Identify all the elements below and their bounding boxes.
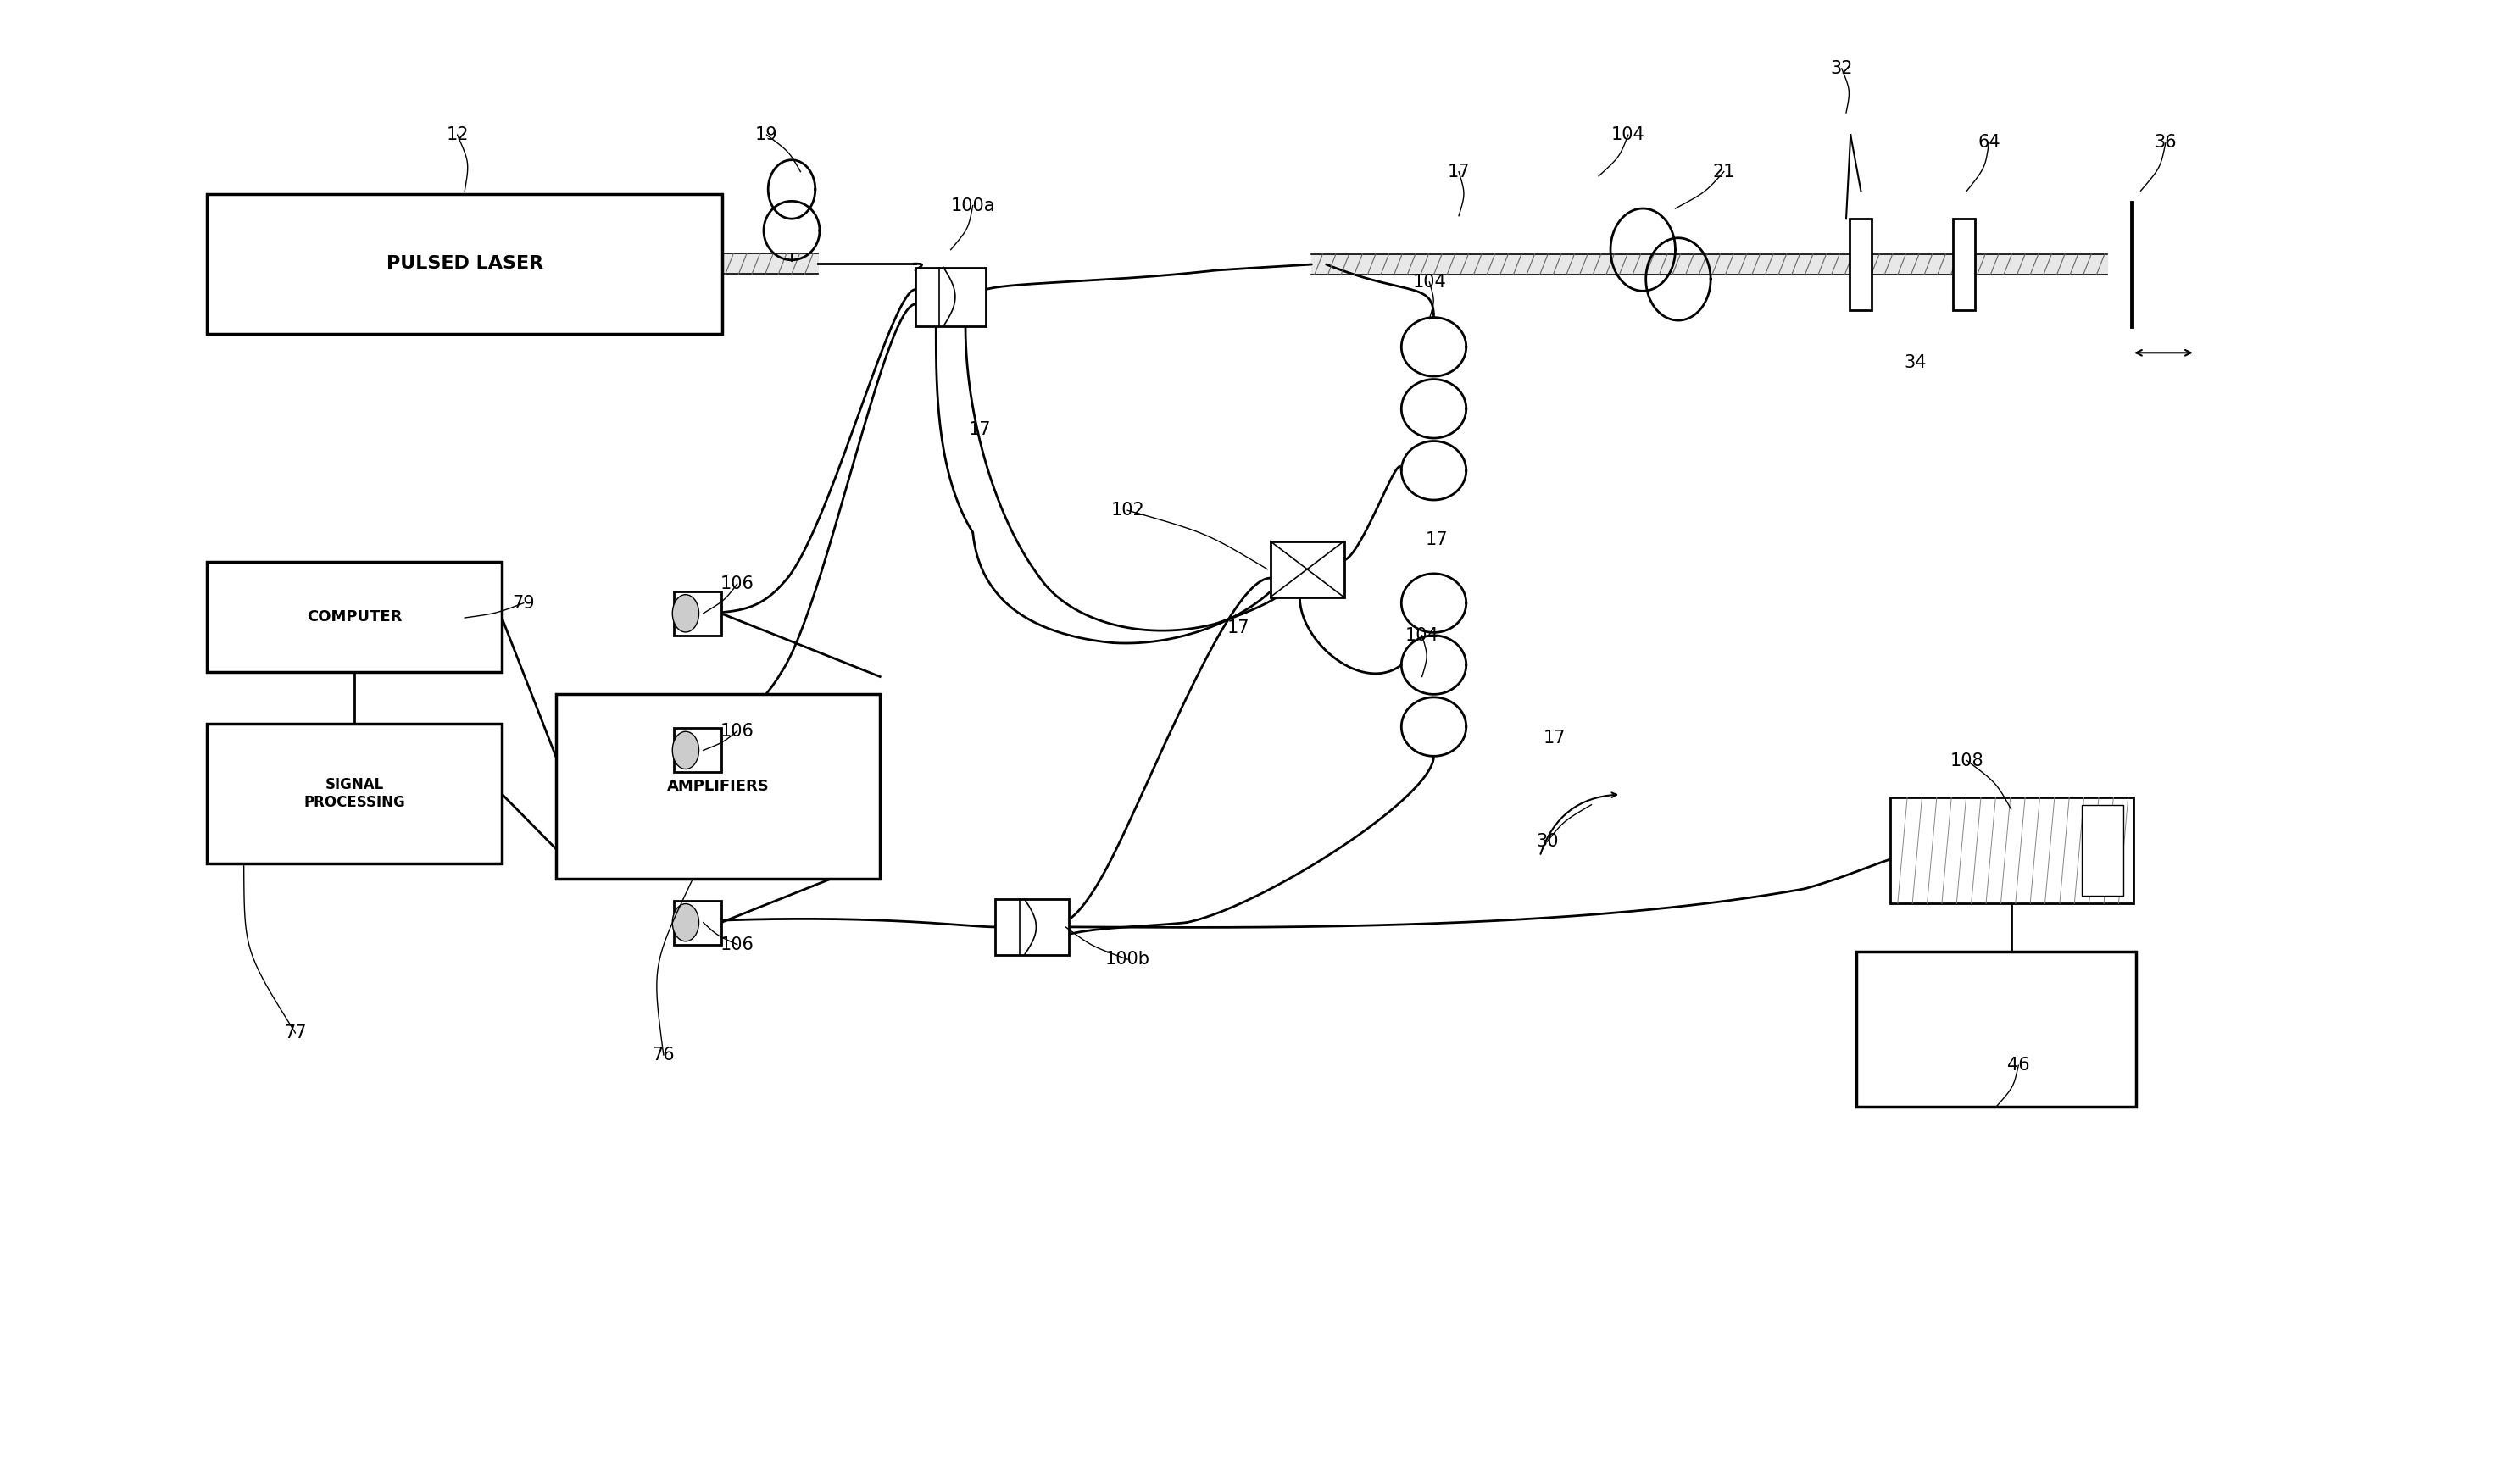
Bar xyxy=(673,728,721,772)
Bar xyxy=(207,561,501,672)
Text: 76: 76 xyxy=(653,1047,675,1063)
Text: 64: 64 xyxy=(1978,134,2001,151)
Bar xyxy=(2082,805,2122,897)
Text: COMPUTER: COMPUTER xyxy=(307,610,401,625)
Text: 108: 108 xyxy=(1950,752,1983,770)
Bar xyxy=(673,591,721,635)
Text: 17: 17 xyxy=(1426,532,1449,548)
Text: 21: 21 xyxy=(1714,162,1736,180)
Text: PULSED LASER: PULSED LASER xyxy=(386,256,544,272)
Text: 34: 34 xyxy=(1905,354,1928,372)
Text: 12: 12 xyxy=(446,127,469,143)
Bar xyxy=(1850,219,1872,310)
Bar xyxy=(673,901,721,945)
Text: 36: 36 xyxy=(2155,134,2177,151)
Text: 104: 104 xyxy=(1406,626,1439,644)
Text: 106: 106 xyxy=(721,936,753,953)
Bar xyxy=(1953,219,1976,310)
Text: 17: 17 xyxy=(970,421,990,437)
Text: 100b: 100b xyxy=(1104,951,1149,967)
Text: 104: 104 xyxy=(1610,127,1646,143)
Ellipse shape xyxy=(673,731,698,770)
Bar xyxy=(1270,541,1343,597)
Bar xyxy=(1890,798,2134,904)
Text: 106: 106 xyxy=(721,722,753,740)
Text: 17: 17 xyxy=(1542,730,1565,747)
Text: 32: 32 xyxy=(1830,61,1852,77)
Text: 17: 17 xyxy=(1227,620,1250,637)
Text: AMPLIFIERS: AMPLIFIERS xyxy=(668,778,769,795)
Text: 30: 30 xyxy=(1537,833,1557,851)
Bar xyxy=(207,724,501,864)
Text: 77: 77 xyxy=(285,1025,307,1041)
Bar xyxy=(995,899,1068,956)
Ellipse shape xyxy=(673,595,698,632)
Text: 100a: 100a xyxy=(950,196,995,214)
Text: 79: 79 xyxy=(512,595,534,611)
Text: SIGNAL
PROCESSING: SIGNAL PROCESSING xyxy=(302,777,406,811)
Bar xyxy=(915,267,985,326)
Ellipse shape xyxy=(673,904,698,941)
Text: 46: 46 xyxy=(2006,1058,2029,1074)
Text: 104: 104 xyxy=(1414,273,1446,291)
Bar xyxy=(557,694,879,879)
Text: 19: 19 xyxy=(756,127,779,143)
Text: 102: 102 xyxy=(1111,502,1144,518)
Text: 17: 17 xyxy=(1446,162,1469,180)
Text: 106: 106 xyxy=(721,576,753,592)
Bar xyxy=(1857,953,2137,1106)
Bar xyxy=(207,193,723,334)
